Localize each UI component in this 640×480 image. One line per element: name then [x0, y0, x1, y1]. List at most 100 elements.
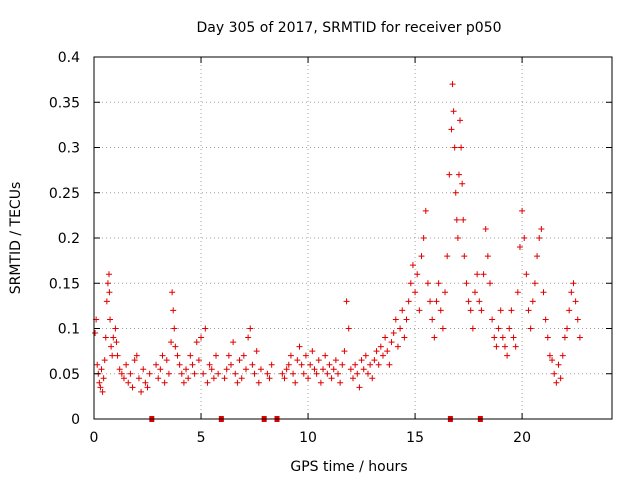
data-point — [249, 361, 256, 368]
data-point — [347, 366, 354, 373]
data-point — [202, 325, 209, 332]
data-point — [313, 370, 320, 377]
data-point — [439, 325, 446, 332]
data-point — [113, 339, 120, 346]
y-tick-label: 0.4 — [58, 50, 80, 66]
data-point — [566, 307, 573, 314]
data-point — [183, 366, 190, 373]
data-point — [570, 280, 577, 287]
data-point — [373, 348, 380, 355]
data-point — [506, 325, 513, 332]
data-point — [510, 334, 517, 341]
data-point — [187, 352, 194, 359]
data-point — [414, 271, 421, 278]
data-point — [467, 307, 474, 314]
data-point — [453, 216, 460, 223]
data-point — [343, 298, 350, 305]
data-point — [339, 361, 346, 368]
data-point — [369, 375, 376, 382]
data-point — [405, 298, 412, 305]
data-point — [285, 361, 292, 368]
data-point — [384, 348, 391, 355]
data-point — [362, 352, 369, 359]
data-point — [482, 225, 489, 232]
data-point — [561, 334, 568, 341]
data-point — [208, 366, 215, 373]
data-point — [109, 352, 116, 359]
data-point — [242, 366, 249, 373]
data-point — [358, 357, 365, 364]
y-tick-label: 0.1 — [58, 322, 80, 338]
data-point — [499, 334, 506, 341]
data-point — [238, 375, 245, 382]
data-point — [459, 180, 466, 187]
data-point — [341, 348, 348, 355]
x-tick-label: 15 — [406, 430, 424, 446]
data-point — [497, 307, 504, 314]
data-point — [102, 334, 109, 341]
data-point — [264, 370, 271, 377]
data-point — [332, 357, 339, 364]
data-point — [435, 280, 442, 287]
data-point — [409, 262, 416, 269]
data-point — [529, 298, 536, 305]
data-point — [392, 316, 399, 323]
data-point — [180, 379, 187, 386]
data-point — [127, 370, 134, 377]
data-point — [251, 370, 258, 377]
data-point — [193, 339, 200, 346]
data-point — [458, 144, 465, 151]
data-point — [536, 235, 543, 241]
data-point — [247, 325, 254, 332]
data-point — [133, 352, 140, 359]
data-point — [463, 280, 470, 287]
data-point — [519, 207, 526, 214]
data-point — [330, 366, 337, 373]
data-point — [104, 280, 111, 287]
x-tick-labels: 0 5 10 15 20 — [90, 430, 531, 446]
data-point — [171, 325, 178, 332]
data-point — [206, 361, 213, 368]
data-point — [144, 384, 151, 391]
data-point — [161, 379, 168, 386]
data-point — [232, 370, 239, 377]
data-point — [292, 379, 299, 386]
data-point — [172, 343, 179, 350]
data-point — [444, 253, 451, 260]
data-point — [495, 325, 502, 332]
data-point — [454, 235, 461, 241]
y-tick-label: 0.25 — [49, 186, 80, 202]
data-point — [489, 316, 496, 323]
data-point — [335, 370, 342, 377]
data-point — [195, 357, 202, 364]
y-axis-title: SRMTID / TECUs — [8, 182, 24, 295]
data-point — [407, 280, 414, 287]
data-point — [123, 361, 130, 368]
data-point — [527, 325, 534, 332]
data-point — [225, 352, 232, 359]
data-point — [559, 352, 566, 359]
data-point — [138, 388, 145, 395]
data-point — [437, 307, 444, 314]
x-tick-label: 10 — [299, 430, 317, 446]
y-tick-label: 0.3 — [58, 141, 80, 157]
data-point — [350, 375, 356, 382]
data-point — [135, 375, 142, 382]
data-point — [281, 375, 288, 382]
data-point — [450, 108, 457, 115]
data-point — [449, 81, 456, 88]
data-point — [112, 325, 119, 332]
data-point — [146, 370, 153, 377]
data-point — [305, 375, 312, 382]
data-point — [106, 289, 113, 296]
y-tick-label: 0 — [71, 412, 80, 428]
data-point — [455, 171, 462, 178]
data-point — [324, 370, 331, 377]
data-point — [480, 271, 487, 278]
data-point — [371, 357, 378, 364]
data-point — [457, 117, 464, 124]
data-point — [382, 334, 389, 341]
data-point — [388, 339, 395, 346]
x-axis-title: GPS time / hours — [290, 459, 407, 475]
data-point — [266, 375, 273, 382]
